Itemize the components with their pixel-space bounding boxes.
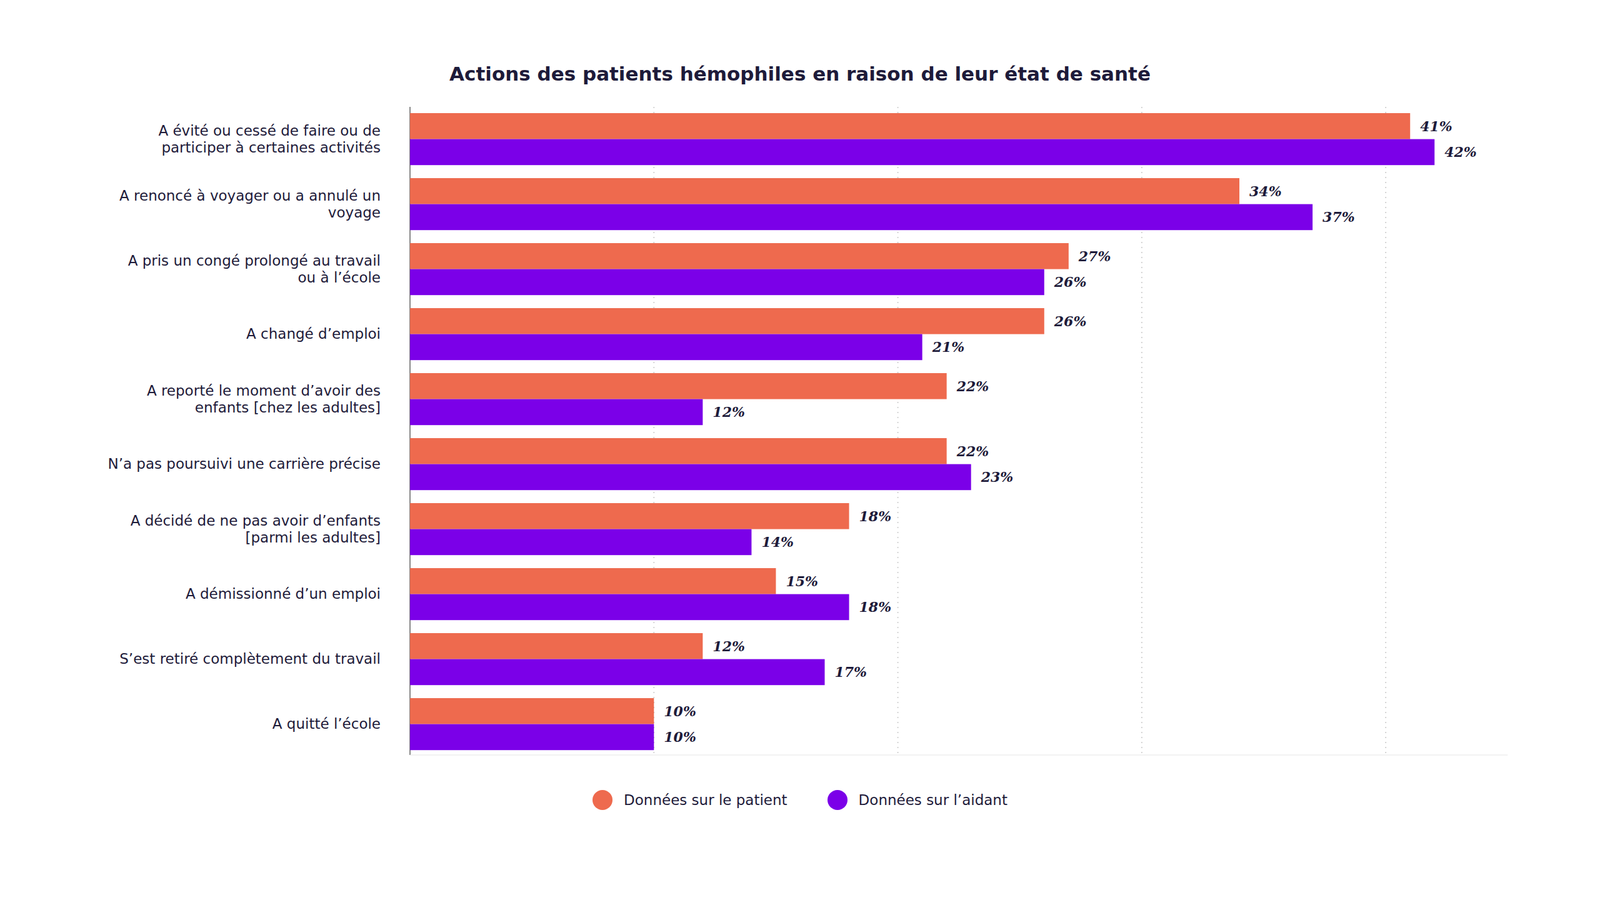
bars xyxy=(410,113,1435,750)
data-label: 10% xyxy=(663,728,697,745)
bar xyxy=(410,698,654,725)
data-label: 34% xyxy=(1249,183,1282,200)
chart-title: Actions des patients hémophiles en raiso… xyxy=(0,62,1600,85)
bar xyxy=(410,269,1045,296)
data-label: 10% xyxy=(663,703,697,720)
bar xyxy=(410,594,850,621)
category-label: A décidé de ne pas avoir d’enfants [parm… xyxy=(105,496,381,562)
data-label: 41% xyxy=(1420,118,1453,135)
data-label: 15% xyxy=(785,573,819,590)
data-label: 18% xyxy=(859,598,892,615)
legend-item: Données sur le patient xyxy=(592,790,788,810)
bar xyxy=(410,464,972,491)
data-label: 12% xyxy=(712,638,745,655)
bar xyxy=(410,204,1313,231)
bar xyxy=(410,113,1410,140)
data-label: 22% xyxy=(956,378,990,395)
category-label: A démissionné d’un emploi xyxy=(105,561,381,627)
data-label: 17% xyxy=(835,663,868,680)
category-label: A évité ou cessé de faire ou de particip… xyxy=(105,106,381,172)
bar xyxy=(410,243,1069,270)
bar xyxy=(410,373,947,400)
legend-swatch xyxy=(592,790,613,810)
data-label: 37% xyxy=(1322,208,1355,225)
data-label: 14% xyxy=(761,533,794,550)
bar xyxy=(410,399,703,426)
data-label: 12% xyxy=(712,403,745,420)
bar xyxy=(410,568,776,595)
bar xyxy=(410,308,1045,335)
data-label: 26% xyxy=(1053,313,1087,330)
grid-line xyxy=(1385,106,1387,755)
data-label: 18% xyxy=(859,508,892,525)
data-label: 26% xyxy=(1053,273,1087,290)
bar xyxy=(410,659,825,686)
data-labels: 41% 42% 34% 37% 27% 26% 26% 21% 22% 12% 22% 23% 18% 1… xyxy=(663,118,1477,746)
legend: Données sur le patient Données sur l’aida… xyxy=(0,790,1600,810)
legend-label: Données sur le patient xyxy=(623,791,788,809)
bar xyxy=(410,139,1435,166)
data-label: 23% xyxy=(980,468,1014,485)
bar xyxy=(410,503,850,530)
bar xyxy=(410,438,947,465)
x-axis-range xyxy=(410,755,1508,756)
data-label: 22% xyxy=(956,443,990,460)
bar xyxy=(410,529,752,556)
data-label: 21% xyxy=(931,338,965,355)
legend-item: Données sur l’aidant xyxy=(827,790,1008,810)
category-label: A renoncé à voyager ou a annulé un voyag… xyxy=(105,171,381,237)
category-label: A changé d’emploi xyxy=(105,301,381,367)
data-label: 42% xyxy=(1444,143,1477,160)
bar xyxy=(410,178,1240,205)
category-label: S’est retiré complètement du travail xyxy=(105,626,381,692)
legend-label: Données sur l’aidant xyxy=(858,791,1008,809)
legend-swatch xyxy=(827,790,848,810)
bar xyxy=(410,633,703,660)
data-label: 27% xyxy=(1078,248,1112,265)
category-label: N’a pas poursuivi une carrière précise xyxy=(105,431,381,497)
bar xyxy=(410,334,923,361)
category-label: A pris un congé prolongé au travail ou à… xyxy=(105,236,381,302)
category-label: A reporté le moment d’avoir des enfants … xyxy=(105,366,381,432)
bar xyxy=(410,724,654,751)
category-label: A quitté l’école xyxy=(105,691,381,757)
